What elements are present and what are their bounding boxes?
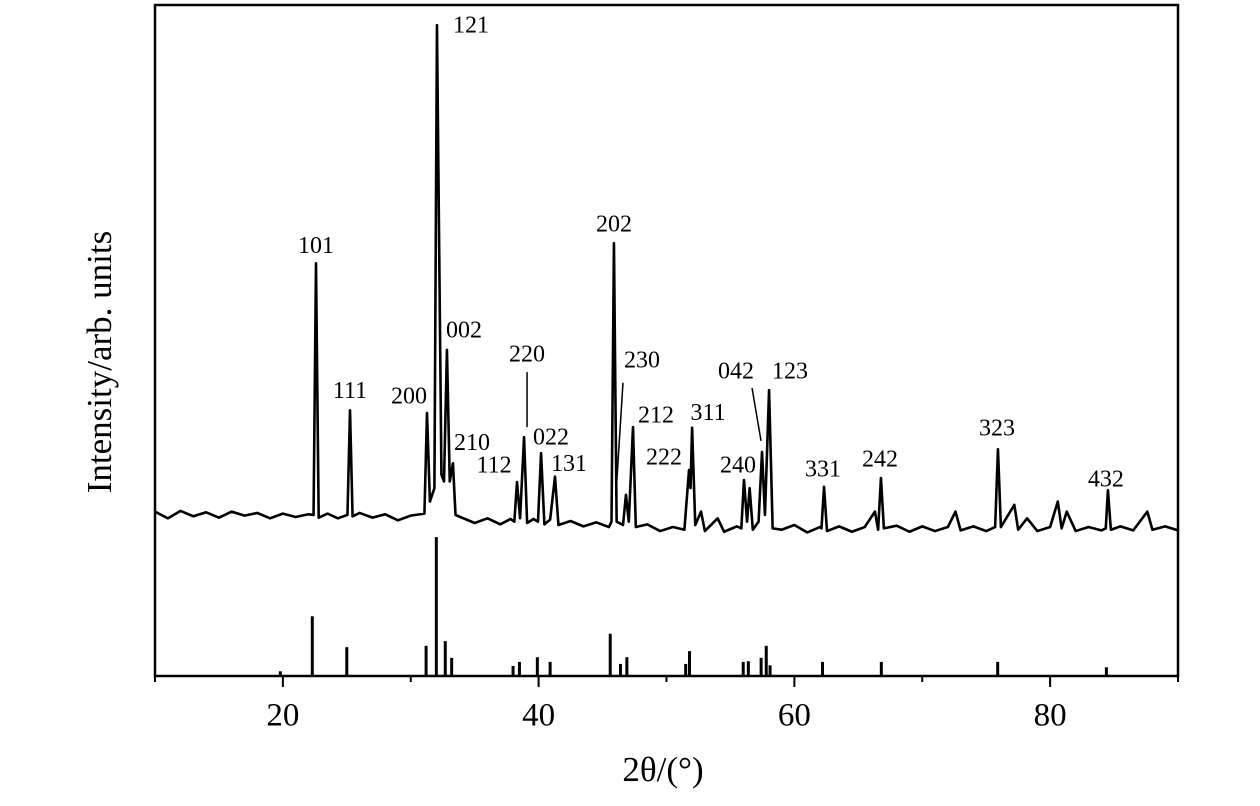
peak-label: 331: [805, 456, 841, 482]
leader-line: [751, 387, 762, 442]
peak-label: 212: [638, 403, 674, 429]
x-tick-label: 80: [1034, 698, 1067, 734]
peak-label: 111: [333, 378, 367, 404]
peak-label: 220: [509, 342, 545, 368]
x-tick-label: 60: [778, 698, 811, 734]
peak-label: 210: [454, 430, 490, 456]
peak-label: 042: [718, 358, 754, 384]
peak-label: 121: [453, 13, 489, 39]
xrd-pattern: [154, 23, 1179, 534]
x-axis-title: 2θ/(°): [622, 750, 703, 789]
peak-label: 202: [596, 212, 632, 238]
peak-label: 131: [551, 451, 587, 477]
peak-label: 242: [862, 447, 898, 473]
peak-label: 311: [691, 400, 726, 426]
peak-label: 101: [298, 233, 334, 259]
peak-label: 323: [979, 416, 1015, 442]
peak-label: 022: [533, 425, 569, 451]
peak-label: 240: [720, 453, 756, 479]
peak-label: 432: [1088, 467, 1124, 493]
peak-label: 230: [624, 347, 660, 373]
y-axis-title: Intensity/arb. units: [80, 231, 119, 493]
peak-label: 123: [772, 359, 808, 385]
peak-label: 002: [446, 317, 482, 343]
peak-label: 112: [476, 453, 511, 479]
leader-line: [615, 382, 624, 495]
x-tick-label: 20: [266, 698, 299, 734]
x-tick-label: 40: [522, 698, 555, 734]
plot-frame: [153, 3, 1180, 678]
peak-label: 222: [646, 445, 682, 471]
peak-label: 200: [391, 383, 427, 409]
